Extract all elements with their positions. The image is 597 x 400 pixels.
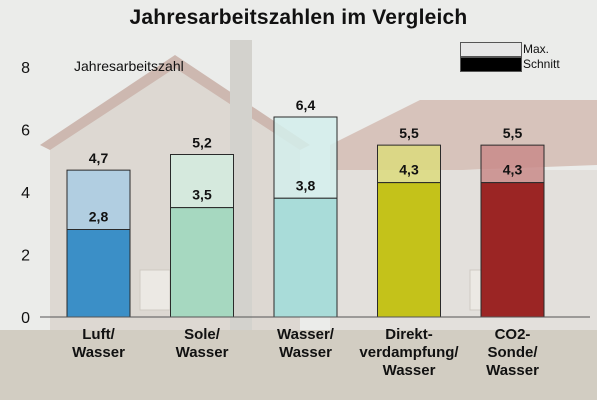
bar-average <box>66 229 131 318</box>
bar-average <box>273 197 338 318</box>
x-axis-labels: Luft/WasserSole/WasserWasser/WasserDirek… <box>72 326 539 379</box>
bar-max <box>273 116 338 199</box>
legend-swatch-max <box>460 42 522 57</box>
y-tick-label: 0 <box>21 310 30 327</box>
bar-average <box>170 207 234 318</box>
x-tick-label: Direkt- <box>385 326 433 343</box>
x-tick-label: Sonde/ <box>487 344 538 361</box>
bar-average <box>377 182 441 318</box>
bar-series: 4,7 2,8 5,2 3,5 6,4 3,8 5,5 4,3 5,5 4,3 <box>40 97 590 318</box>
x-tick-label: Wasser <box>383 362 436 379</box>
data-label-max: 5,5 <box>399 125 419 141</box>
bar-max <box>66 169 131 230</box>
x-tick-label: Sole/ <box>184 326 221 343</box>
bar-max <box>480 144 545 184</box>
y-axis-label: Jahresarbeitszahl <box>74 58 184 74</box>
x-tick-label: CO2- <box>495 326 531 343</box>
bar-max <box>170 154 234 209</box>
data-label-max: 6,4 <box>296 97 316 113</box>
data-label-average: 3,8 <box>296 177 316 193</box>
y-tick-label: 2 <box>21 248 30 265</box>
data-label-average: 4,3 <box>503 162 523 178</box>
x-tick-label: Wasser/ <box>277 326 335 343</box>
data-label-max: 5,5 <box>503 125 523 141</box>
chart-title: Jahresarbeitszahlen im Vergleich <box>129 6 468 29</box>
data-label-max: 4,7 <box>89 150 109 166</box>
legend-label-avg: Schnitt <box>523 57 560 71</box>
x-tick-label: Wasser <box>279 344 332 361</box>
x-tick-label: Wasser <box>486 362 539 379</box>
bar-average <box>480 182 545 318</box>
x-tick-label: Wasser <box>72 344 125 361</box>
x-tick-label: Luft/ <box>82 326 115 343</box>
data-label-average: 2,8 <box>89 209 109 225</box>
data-label-max: 5,2 <box>192 135 212 151</box>
data-label-average: 3,5 <box>192 187 212 203</box>
legend-label-max: Max. <box>523 42 550 56</box>
bar-max <box>377 144 441 184</box>
y-tick-label: 6 <box>21 123 30 140</box>
y-axis: 0 2 4 6 8 <box>21 60 30 327</box>
y-tick-label: 8 <box>21 60 30 77</box>
data-label-average: 4,3 <box>399 162 419 178</box>
x-tick-label: Wasser <box>176 344 229 361</box>
x-tick-label: verdampfung/ <box>359 344 459 361</box>
legend: Max. Schnitt <box>460 42 570 72</box>
y-tick-label: 4 <box>21 185 30 202</box>
legend-swatch-avg <box>460 57 522 72</box>
